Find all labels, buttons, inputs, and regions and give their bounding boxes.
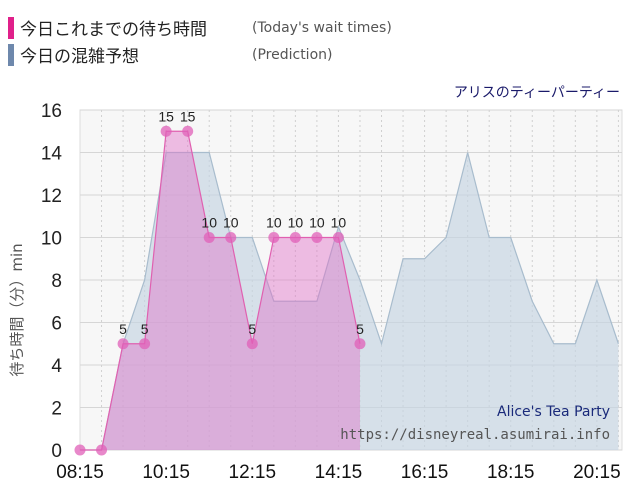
y-tick-label: 0 — [51, 441, 62, 462]
data-label: 10 — [223, 215, 239, 231]
actual-point — [332, 232, 344, 243]
data-label: 5 — [248, 321, 256, 337]
data-label: 5 — [356, 321, 364, 337]
actual-point — [311, 232, 323, 243]
watermark-url: https://disneyreal.asumirai.info — [340, 427, 610, 443]
actual-point — [160, 125, 172, 137]
legend-label-actual: 今日これまでの待ち時間 — [20, 20, 207, 40]
watermark-attraction: Alice's Tea Party — [497, 404, 610, 420]
data-label: 10 — [309, 215, 325, 231]
actual-point — [96, 444, 108, 456]
y-tick-label: 14 — [41, 144, 63, 165]
legend-label-prediction: 今日の混雑予想 — [20, 47, 139, 67]
actual-point — [139, 338, 151, 350]
actual-area — [80, 131, 360, 450]
x-tick-label: 10:15 — [142, 462, 190, 483]
data-label: 10 — [331, 215, 347, 231]
actual-point — [117, 338, 129, 350]
prediction-line — [80, 151, 619, 451]
legend-item-prediction[interactable]: 今日の混雑予想 (Prediction) — [8, 41, 392, 68]
x-tick-label: 18:15 — [487, 462, 535, 483]
data-label: 10 — [266, 215, 282, 231]
y-tick-label: 2 — [51, 399, 62, 420]
actual-point — [268, 232, 280, 243]
legend-item-actual[interactable]: 今日これまでの待ち時間 (Today's wait times) — [8, 14, 392, 41]
y-tick-label: 12 — [41, 186, 62, 207]
legend-sub-prediction: (Prediction) — [252, 46, 333, 63]
actual-point — [203, 232, 215, 243]
y-tick-label: 6 — [51, 314, 62, 335]
y-tick-label: 8 — [51, 271, 62, 292]
actual-point — [74, 444, 86, 456]
x-tick-label: 12:15 — [229, 462, 277, 483]
data-label: 15 — [158, 108, 174, 124]
x-tick-label: 16:15 — [401, 462, 449, 483]
data-label: 15 — [180, 108, 196, 124]
y-tick-label: 10 — [41, 229, 62, 250]
actual-point — [182, 125, 194, 137]
prediction-area — [80, 152, 619, 450]
actual-point — [354, 338, 366, 350]
x-tick-label: 20:15 — [573, 462, 621, 483]
attraction-name: アリスのティーパーティー — [453, 85, 620, 101]
legend-sub-actual: (Today's wait times) — [252, 19, 392, 36]
x-tick-label: 14:15 — [315, 462, 363, 483]
legend-swatch-prediction — [8, 43, 14, 66]
y-axis-label: 待ち時間（分）min — [8, 243, 26, 376]
data-label: 5 — [119, 321, 127, 337]
data-label: 10 — [201, 215, 217, 231]
data-label: 10 — [288, 215, 304, 231]
legend-swatch-actual — [8, 16, 14, 39]
y-tick-label: 16 — [41, 101, 62, 122]
data-label: 5 — [141, 321, 149, 337]
legend: 今日これまでの待ち時間 (Today's wait times) 今日の混雑予想… — [8, 14, 392, 68]
actual-point — [289, 232, 301, 243]
actual-point — [225, 232, 237, 243]
x-tick-label: 08:15 — [56, 462, 104, 483]
actual-point — [246, 338, 258, 350]
y-tick-label: 4 — [51, 356, 62, 377]
